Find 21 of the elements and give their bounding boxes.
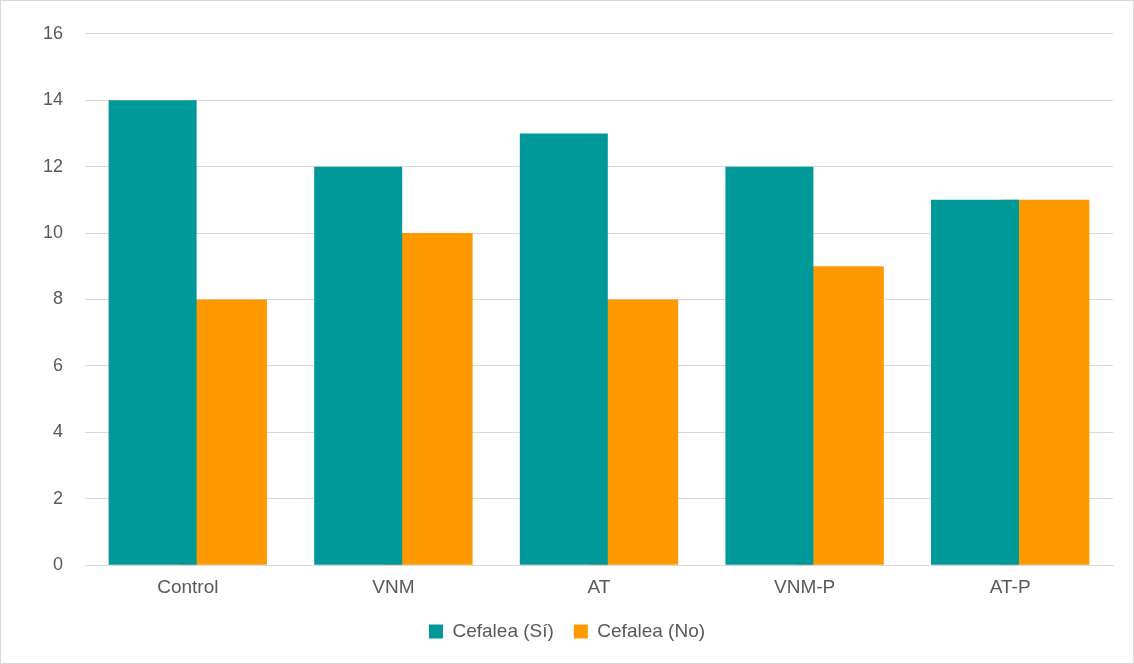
bar	[725, 166, 814, 565]
y-tick-label: 12	[42, 155, 64, 176]
y-tick-label: 2	[53, 487, 64, 508]
x-tick-label: VNM	[372, 575, 415, 597]
legend-label: Cefalea (Sí)	[452, 619, 554, 641]
y-tick-label: 6	[53, 354, 64, 375]
legend-label: Cefalea (No)	[597, 619, 706, 641]
bar	[108, 100, 197, 565]
x-tick-label: Control	[157, 575, 219, 597]
bar	[931, 199, 1019, 565]
y-tick-label: 0	[53, 554, 64, 575]
bar	[314, 166, 403, 565]
y-tick-label: 8	[53, 288, 64, 309]
x-tick-label: AT-P	[989, 575, 1031, 597]
x-tick-label: AT	[587, 575, 611, 597]
y-tick-label: 10	[42, 222, 64, 243]
y-tick-label: 14	[42, 89, 64, 110]
y-tick-label: 16	[42, 22, 64, 43]
x-tick-label: VNM-P	[773, 575, 836, 597]
y-tick-label: 4	[53, 421, 64, 442]
bar	[519, 133, 608, 565]
